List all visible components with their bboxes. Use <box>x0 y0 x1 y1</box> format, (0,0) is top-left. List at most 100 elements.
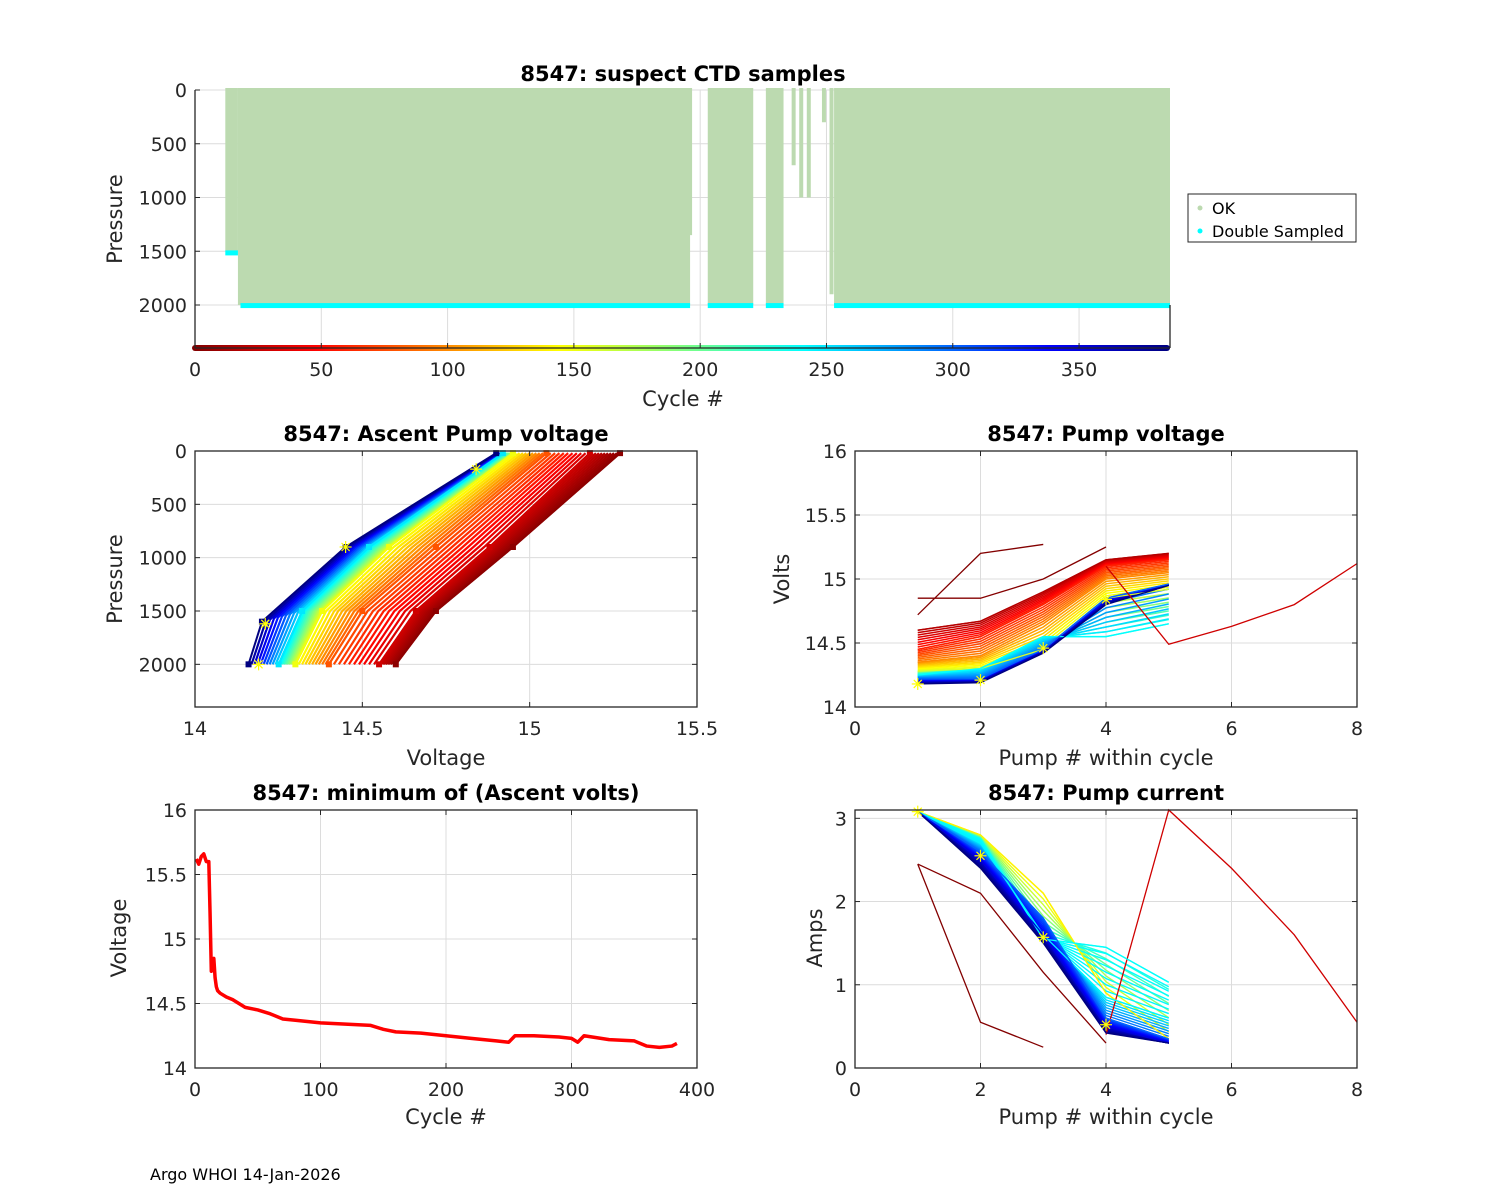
y-tick-label: 500 <box>151 134 187 156</box>
cycle-line <box>917 568 1169 660</box>
y-tick-label: 16 <box>823 441 847 463</box>
x-tick-label: 2 <box>974 718 986 740</box>
y-tick-label: 14.5 <box>805 633 847 655</box>
profile-point <box>493 450 500 457</box>
cycle-line <box>917 608 1169 678</box>
x-tick-label: 8 <box>1351 718 1363 740</box>
ok-samples-column <box>829 88 834 295</box>
y-axis-label: Pressure <box>103 534 127 624</box>
x-tick-label: 6 <box>1225 1079 1237 1101</box>
cycle-line <box>917 623 1169 676</box>
highlight-star-marker <box>259 617 272 630</box>
profile-point <box>386 544 393 550</box>
x-tick-label: 14 <box>183 718 207 740</box>
x-tick-label: 100 <box>429 359 465 381</box>
profile-line <box>348 452 565 665</box>
double-sampled-band <box>834 303 1170 309</box>
ok-samples-block <box>707 88 754 305</box>
profile-line <box>297 452 517 665</box>
y-tick-label: 14.5 <box>145 994 187 1016</box>
cycle-line <box>917 576 1169 666</box>
x-tick-label: 4 <box>1100 718 1112 740</box>
legend: OK Double Sampled <box>1187 193 1357 243</box>
cycle-line <box>917 558 1169 648</box>
cycle-line <box>917 567 1169 659</box>
x-tick-label: 6 <box>1225 718 1237 740</box>
profile-line <box>301 452 521 665</box>
y-tick-label: 0 <box>175 441 187 463</box>
profile-point <box>359 608 366 614</box>
ok-samples-block <box>834 88 1170 305</box>
double-sampled-band <box>240 303 691 309</box>
profile-line <box>391 452 615 665</box>
axes-box <box>194 450 698 708</box>
double-sampled-band <box>707 303 754 309</box>
highlight-star-marker <box>974 674 987 687</box>
axes-box <box>194 809 698 1069</box>
cycle-line <box>917 863 1044 1048</box>
cycle-line <box>917 560 1169 652</box>
cycle-line <box>917 555 1169 641</box>
profile-line <box>381 452 597 665</box>
profile-line <box>317 452 538 665</box>
x-axis-label: Voltage <box>407 746 486 770</box>
profile-line <box>314 452 534 665</box>
profile-line <box>363 452 578 665</box>
profile-line <box>393 452 618 665</box>
cycle-line <box>917 562 1169 654</box>
cycle-line <box>917 570 1169 662</box>
cycle-line <box>917 552 1169 631</box>
profile-line <box>373 452 587 665</box>
profile-line <box>304 452 524 665</box>
ascent-pump-voltage-panel: 8547: Ascent Pump voltage Voltage Pressu… <box>103 422 718 770</box>
highlight-star-marker <box>1037 642 1050 655</box>
cycle-line <box>917 811 1169 1040</box>
min-voltage-line <box>194 852 678 1050</box>
ok-samples-column <box>791 88 796 166</box>
x-tick-label: 100 <box>302 1079 338 1101</box>
cycle-line <box>277 452 504 665</box>
cycle-line <box>378 452 591 665</box>
x-axis-label: Pump # within cycle <box>999 1105 1214 1129</box>
x-tick-label: 4 <box>1100 1079 1112 1101</box>
cycle-line <box>917 557 1169 646</box>
x-axis-label: Pump # within cycle <box>999 746 1214 770</box>
y-tick-label: 15.5 <box>145 865 187 887</box>
x-tick-label: 350 <box>1061 359 1097 381</box>
ok-samples-column <box>799 88 804 198</box>
x-tick-label: 200 <box>428 1079 464 1101</box>
y-tick-label: 0 <box>835 1058 847 1080</box>
chart-title: 8547: Ascent Pump voltage <box>283 422 608 446</box>
cycle-line <box>917 863 1107 1044</box>
chart-title: 8547: minimum of (Ascent volts) <box>252 781 639 805</box>
profile-point <box>499 450 506 457</box>
double-sampled-band <box>225 250 238 256</box>
profile-point <box>325 661 332 668</box>
x-tick-label: 15 <box>518 718 542 740</box>
y-tick-label: 1500 <box>139 241 187 263</box>
highlight-star-marker <box>470 463 483 476</box>
profile-point <box>292 661 299 668</box>
profile-line <box>358 452 574 665</box>
cycle-line <box>917 559 1169 651</box>
highlight-star-marker <box>911 805 924 818</box>
profile-line <box>311 452 531 665</box>
ok-samples-column <box>688 88 693 236</box>
x-tick-label: 8 <box>1351 1079 1363 1101</box>
cycle-line <box>917 613 1169 677</box>
cycle-line <box>247 452 497 665</box>
min-ascent-volts-panel: 8547: minimum of (Ascent volts) Cycle # … <box>107 781 715 1129</box>
x-tick-label: 300 <box>553 1079 589 1101</box>
profile-point <box>543 450 550 457</box>
y-tick-label: 15.5 <box>805 505 847 527</box>
cycle-line <box>917 546 1107 599</box>
pump-current-panel: 8547: Pump current Pump # within cycle A… <box>803 781 1363 1129</box>
cycle-line <box>917 618 1169 677</box>
y-tick-label: 1500 <box>139 601 187 623</box>
x-tick-label: 0 <box>189 1079 201 1101</box>
legend-double-label: Double Sampled <box>1212 222 1344 241</box>
cycle-line <box>917 573 1169 665</box>
legend-ok-label: OK <box>1212 199 1236 218</box>
y-tick-label: 2000 <box>139 654 187 676</box>
